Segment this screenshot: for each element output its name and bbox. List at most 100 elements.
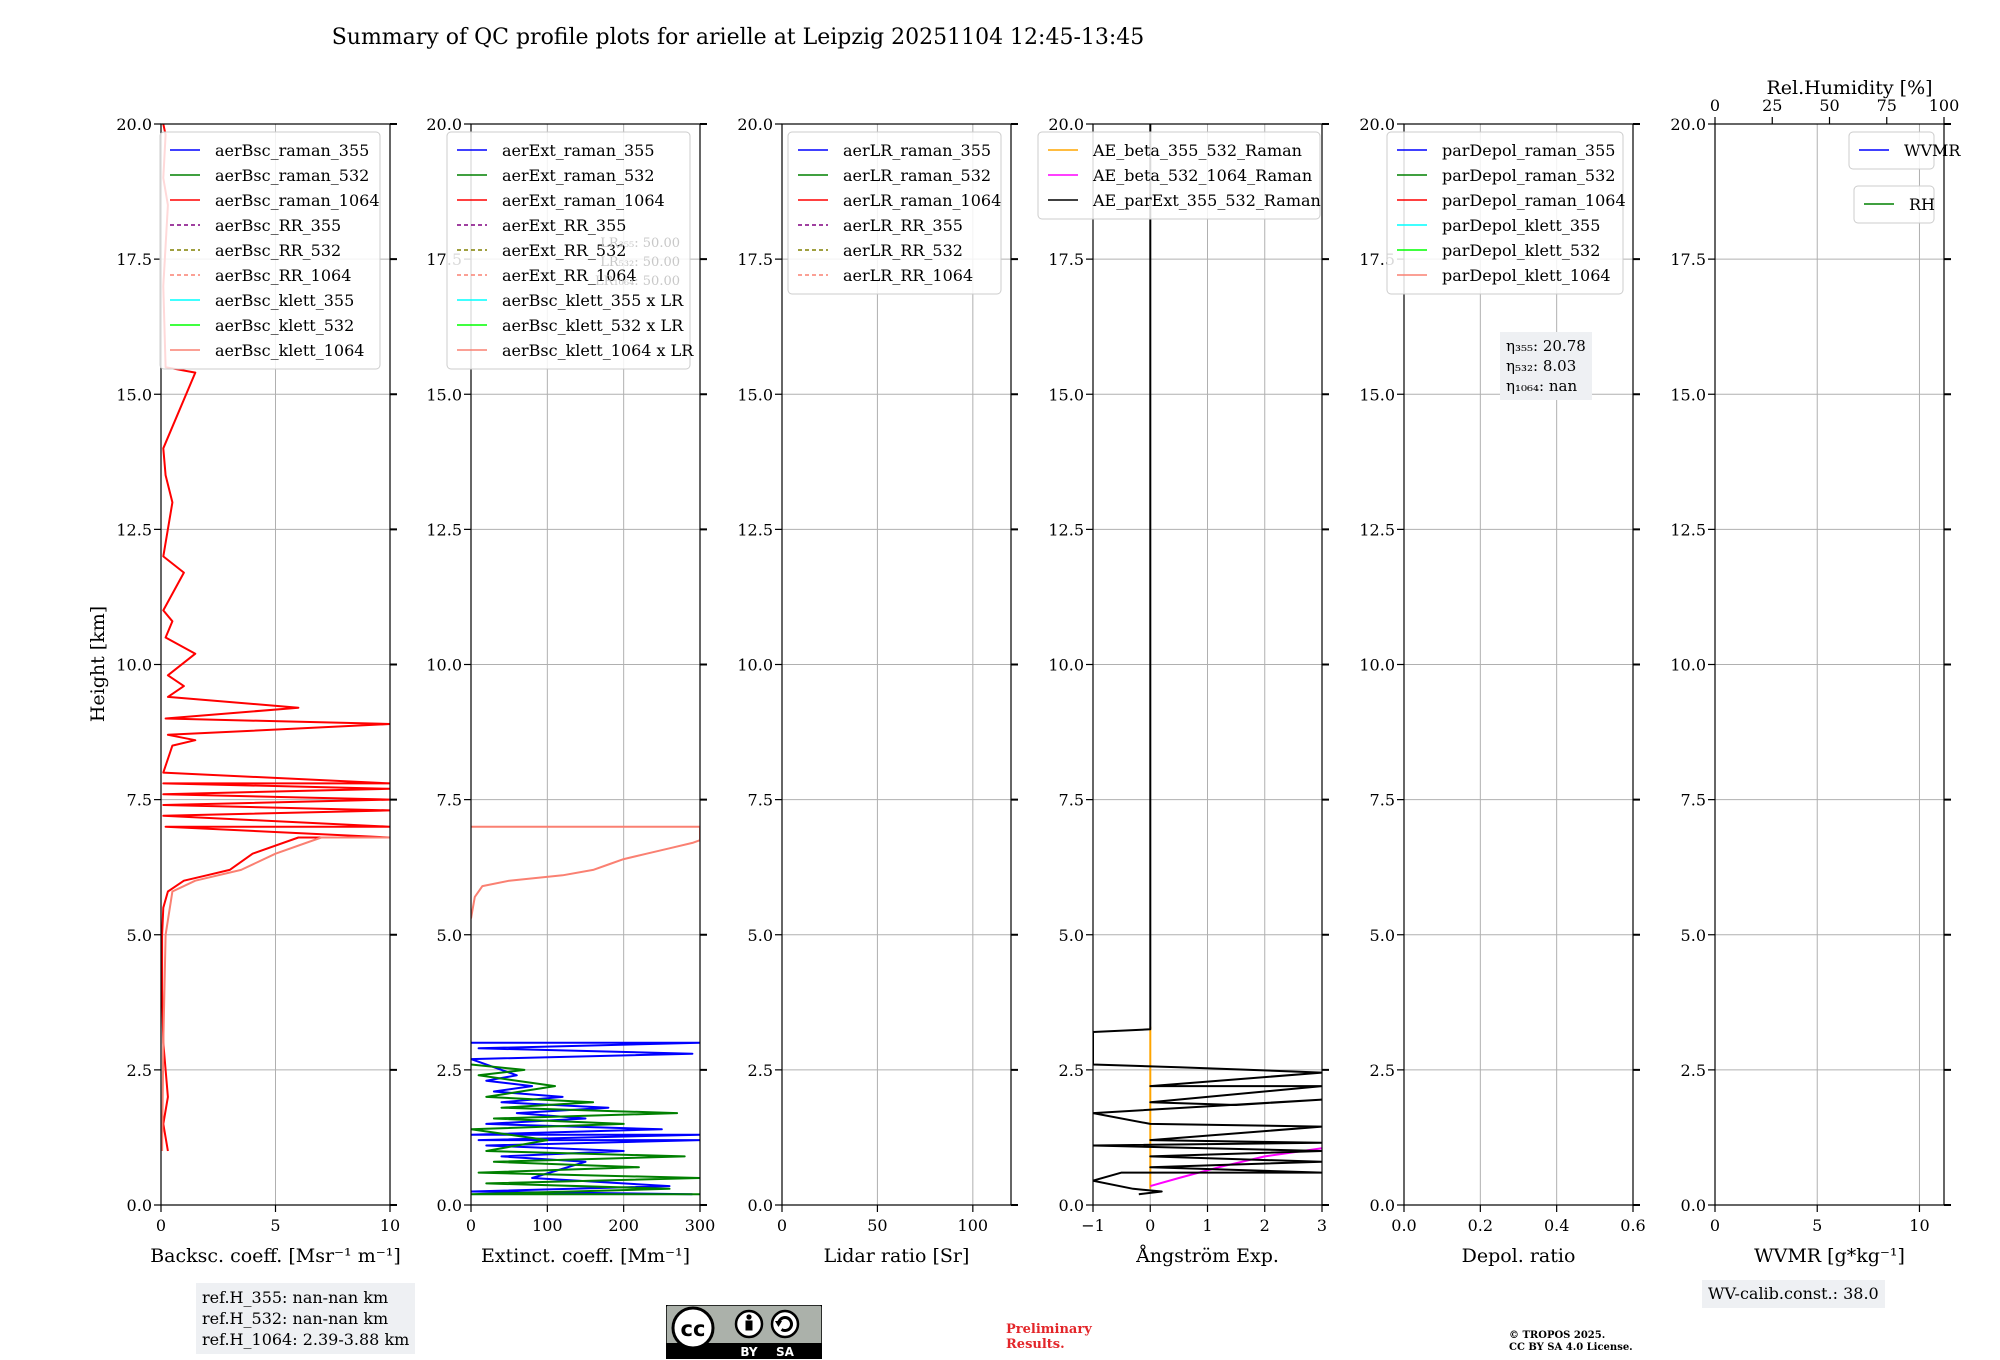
legend-label: parDepol_raman_355 (1442, 141, 1615, 160)
legend-label: AE_parExt_355_532_Raman (1092, 191, 1321, 210)
panel-bsc: 0.0 2.5 5.0 7.5 10.0 12.5 15.0 17.5 20.0 0 5 10 Back… (116, 115, 400, 1267)
axes-frame (1403, 123, 1634, 1206)
x-tick-label: 1 (1202, 1216, 1212, 1235)
x-tick-label: 100 (958, 1216, 989, 1235)
y-tick-label: 7.5 (437, 791, 462, 810)
y-tick-label: 15.0 (116, 385, 152, 404)
y-tick-label: 7.5 (1059, 791, 1084, 810)
x-tick-label: 0.6 (1620, 1216, 1645, 1235)
x-tick-label: 5 (270, 1216, 280, 1235)
legend-label: aerBsc_klett_355 x LR (502, 291, 684, 310)
top-x-tick-label: 25 (1762, 96, 1782, 115)
x-tick-label: 10 (380, 1216, 400, 1235)
preliminary-line-2: Results. (1006, 1337, 1065, 1352)
legend-label: aerBsc_raman_1064 (215, 191, 380, 210)
legend2-wv: RH (1853, 185, 1935, 224)
legend-label: aerBsc_RR_532 (215, 241, 341, 260)
y-tick-label: 0.0 (1059, 1196, 1084, 1215)
legend-label: aerExt_raman_1064 (502, 191, 665, 210)
lr-annotation: LR₁₀₆₄: 50.00 (595, 274, 680, 289)
axes-frame (160, 123, 391, 1206)
y-tick-label: 12.5 (1359, 520, 1395, 539)
x-axis-label: Extinct. coeff. [Mm⁻¹] (481, 1245, 690, 1267)
y-tick-label: 7.5 (127, 791, 152, 810)
sa-label: SA (776, 1345, 795, 1359)
y-tick-label: 10.0 (1359, 656, 1395, 675)
eta-1064-text: η₁₀₆₄: nan (1506, 377, 1578, 395)
y-tick-label: 5.0 (127, 926, 152, 945)
x-axis-label: Backsc. coeff. [Msr⁻¹ m⁻¹] (150, 1245, 401, 1267)
legend-label: aerExt_RR_355 (502, 216, 626, 235)
legend-label: aerLR_raman_532 (843, 166, 991, 185)
legend-label: aerBsc_klett_355 (215, 291, 354, 310)
legend-label: aerExt_RR_532 (502, 241, 626, 260)
ref-h-1064-text: ref.H_1064: 2.39-3.88 km (202, 1330, 410, 1349)
preliminary-results-note: Preliminary Results. (1006, 1322, 1092, 1352)
y-tick-label: 10.0 (426, 656, 462, 675)
y-tick-label: 0.0 (1370, 1196, 1395, 1215)
legend-label: parDepol_raman_1064 (1442, 191, 1626, 210)
y-tick-label: 2.5 (1059, 1061, 1084, 1080)
axes-frame (781, 123, 1012, 1206)
series-line-aerbsc-klett-1064 (161, 836, 390, 1152)
y-tick-label: 15.0 (426, 385, 462, 404)
wv-calibration-box: WV-calib.const.: 38.0 (1702, 1280, 1885, 1308)
y-tick-label: 10.0 (1670, 656, 1706, 675)
y-axis-label: Height [km] (87, 606, 109, 722)
x-tick-label: 5 (1812, 1216, 1822, 1235)
legend-lr: aerLR_raman_355 aerLR_raman_532 aerLR_rama… (787, 131, 1002, 295)
x-tick-label: 100 (532, 1216, 563, 1235)
y-tick-label: 0.0 (127, 1196, 152, 1215)
x-tick-label: −1 (1081, 1216, 1105, 1235)
y-tick-label: 17.5 (1048, 250, 1084, 269)
y-tick-label: 2.5 (748, 1061, 773, 1080)
legend-ae: AE_beta_355_532_Raman AE_beta_532_1064_Ra… (1037, 131, 1321, 220)
x-tick-label: 0.2 (1468, 1216, 1493, 1235)
y-tick-label: 5.0 (1059, 926, 1084, 945)
x-tick-label: 0 (1145, 1216, 1155, 1235)
legend-label: aerBsc_RR_1064 (215, 266, 351, 285)
ref-h-532-text: ref.H_532: nan-nan km (202, 1309, 389, 1328)
eta-box: η₃₅₅: 20.78 η₅₃₂: 8.03 η₁₀₆₄: nan (1500, 332, 1592, 400)
legend-label: parDepol_klett_355 (1442, 216, 1600, 235)
top-x-axis-label: Rel.Humidity [%] (1766, 77, 1932, 99)
lr-annotation: LR₃₅₅: 50.00 (600, 236, 680, 251)
top-x-tick-label: 50 (1819, 96, 1839, 115)
panel-lr: 0.0 2.5 5.0 7.5 10.0 12.5 15.0 17.5 20.0 0 50 100 Li… (737, 115, 1018, 1267)
legend-label: aerBsc_klett_1064 x LR (502, 341, 694, 360)
legend-bsc: aerBsc_raman_355 aerBsc_raman_532 aerBsc_r… (159, 131, 381, 370)
axes-frame (1092, 123, 1323, 1206)
y-tick-label: 17.5 (737, 250, 773, 269)
y-tick-label: 5.0 (1370, 926, 1395, 945)
y-tick-label: 17.5 (1359, 250, 1395, 269)
cc-license-badge: cc BY SA (666, 1305, 822, 1359)
x-tick-label: 2 (1260, 1216, 1270, 1235)
x-axis-label: Ångström Exp. (1135, 1245, 1279, 1267)
y-tick-label: 0.0 (437, 1196, 462, 1215)
legend-label: aerExt_raman_355 (502, 141, 655, 160)
series-line-aerext-raman-532 (471, 1063, 700, 1196)
y-tick-label: 12.5 (1048, 520, 1084, 539)
y-tick-label: 15.0 (1670, 385, 1706, 404)
by-label: BY (740, 1345, 757, 1359)
copyright-note: © TROPOS 2025. CC BY SA 4.0 License. (1509, 1330, 1633, 1354)
y-tick-label: 2.5 (127, 1061, 152, 1080)
reference-height-box: ref.H_355: nan-nan km ref.H_532: nan-nan… (196, 1283, 416, 1354)
eta-355-text: η₃₅₅: 20.78 (1506, 337, 1586, 355)
legend-label: parDepol_raman_532 (1442, 166, 1615, 185)
y-tick-label: 0.0 (1681, 1196, 1706, 1215)
legend-label: AE_beta_532_1064_Raman (1092, 166, 1312, 185)
series-line-aerbsc-raman-1064 (161, 124, 390, 1152)
y-tick-label: 15.0 (1048, 385, 1084, 404)
y-tick-label: 7.5 (1370, 791, 1395, 810)
y-tick-label: 12.5 (1670, 520, 1706, 539)
x-tick-label: 200 (608, 1216, 639, 1235)
x-tick-label: 0.4 (1544, 1216, 1569, 1235)
series-line-aerbsc-klett-1064-x-lr (471, 825, 700, 919)
top-x-tick-label: 0 (1710, 96, 1720, 115)
x-tick-label: 10 (1909, 1216, 1929, 1235)
axes-frame (470, 123, 701, 1206)
y-tick-label: 10.0 (1048, 656, 1084, 675)
y-tick-label: 12.5 (426, 520, 462, 539)
axes-frame (1714, 123, 1945, 1206)
